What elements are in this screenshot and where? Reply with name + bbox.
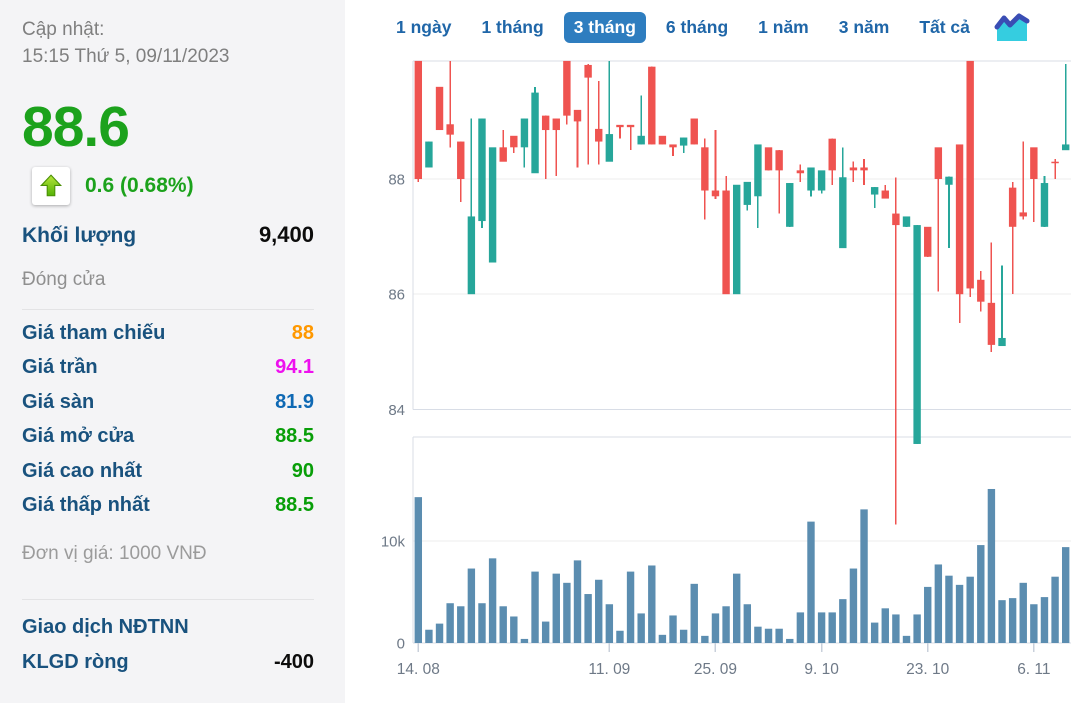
svg-text:10k: 10k <box>381 534 405 551</box>
volume-row: Khối lượng 9,400 <box>22 222 314 248</box>
tab-range-4[interactable]: 6 tháng <box>665 16 729 37</box>
up-arrow-icon <box>32 167 70 205</box>
price-info-value: 94.1 <box>275 356 314 379</box>
price-info-label: Giá mở cửa <box>22 425 135 448</box>
area-chart-icon[interactable] <box>994 11 1030 43</box>
time-range-tabs: 1 ngày 1 tháng 3 tháng 6 tháng 1 năm 3 năm Tất… <box>386 10 1030 44</box>
svg-text:11. 09: 11. 09 <box>588 661 630 678</box>
tab-range-5[interactable]: 1 năm <box>758 16 809 37</box>
tab-range-2[interactable]: 1 tháng <box>481 16 544 37</box>
svg-text:9. 10: 9. 10 <box>804 661 839 678</box>
price-info-label: Giá trần <box>22 356 98 379</box>
price-info-row: Giá cao nhất 90 <box>22 454 314 489</box>
price-volume-chart[interactable]: 88 86 84 10k 0 14. 08 11. 09 25. 09 9. 10 23. 10 6… <box>381 43 1071 703</box>
price-info-label: Giá sàn <box>22 390 95 413</box>
svg-text:86: 86 <box>388 287 405 304</box>
foreign-net-volume-label: KLGD ròng <box>22 651 129 673</box>
price-info-value: 90 <box>291 459 314 482</box>
svg-text:0: 0 <box>397 636 405 653</box>
price-unit-note: Đơn vị giá: 1000 VNĐ <box>22 543 207 564</box>
price-info-row: Giá tham chiếu 88 <box>22 316 314 351</box>
price-info-row: Giá trần 94.1 <box>22 351 314 386</box>
price-info-value: 81.9 <box>275 390 314 413</box>
price-info-row: Giá thấp nhất 88.5 <box>22 489 314 524</box>
price-info-row: Giá sàn 81.9 <box>22 385 314 420</box>
quote-sidebar: Cập nhật: 15:15 Thứ 5, 09/11/2023 88.6 0… <box>0 0 345 703</box>
tab-range-1[interactable]: 1 ngày <box>396 16 452 37</box>
foreign-net-volume-value: -400 <box>273 651 314 673</box>
tab-range-7[interactable]: Tất cả <box>919 16 970 37</box>
svg-text:6. 11: 6. 11 <box>1017 661 1050 678</box>
price-info-label: Giá thấp nhất <box>22 494 150 517</box>
price-info-label: Giá tham chiếu <box>22 321 166 344</box>
price-info-label: Giá cao nhất <box>22 459 143 482</box>
price-info-row: Giá mở cửa 88.5 <box>22 420 314 455</box>
volume-label: Khối lượng <box>22 224 137 247</box>
volume-value: 9,400 <box>258 222 314 247</box>
updated-time: 15:15 Thứ 5, 09/11/2023 <box>22 46 230 67</box>
foreign-net-volume-row: KLGD ròng -400 <box>22 651 314 674</box>
divider <box>22 599 314 600</box>
session-status-label: Đóng cửa <box>22 269 106 290</box>
tab-range-6[interactable]: 3 năm <box>838 16 890 37</box>
price-change-row: 0.6 (0.68%) <box>32 166 323 206</box>
last-price: 88.6 <box>22 95 130 159</box>
price-info-value: 88.5 <box>275 425 314 448</box>
price-info-value: 88 <box>291 321 314 344</box>
divider <box>22 309 314 310</box>
price-change-value: 0.6 (0.68%) <box>85 174 194 197</box>
svg-text:25. 09: 25. 09 <box>694 661 737 678</box>
svg-text:88: 88 <box>388 172 405 189</box>
price-info-table: Giá tham chiếu 88 Giá trần 94.1 Giá sàn 81.9 G… <box>22 316 323 523</box>
svg-text:84: 84 <box>388 402 405 419</box>
price-info-value: 88.5 <box>275 494 314 517</box>
svg-text:14. 08: 14. 08 <box>397 661 440 678</box>
updated-label: Cập nhật: <box>22 19 105 40</box>
foreign-trade-title: Giao dịch NĐTNN <box>22 616 189 638</box>
svg-text:23. 10: 23. 10 <box>906 661 949 678</box>
tab-range-3[interactable]: 3 tháng <box>563 11 646 43</box>
